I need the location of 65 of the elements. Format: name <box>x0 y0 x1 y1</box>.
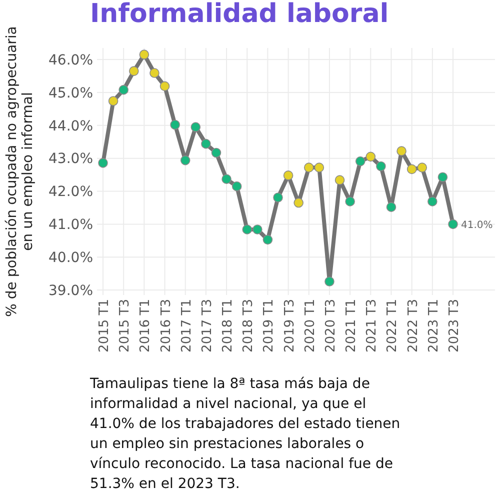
data-label: 41.0% <box>461 220 493 232</box>
point <box>222 174 232 184</box>
x-tick-label: 2021 T1 <box>344 299 360 352</box>
y-tick-label: 42.0% <box>48 184 93 200</box>
y-tick-label: 41.0% <box>48 217 93 234</box>
x-tick-label: 2018 T1 <box>220 299 236 352</box>
point <box>139 50 150 60</box>
x-tick-label: 2016 T1 <box>138 299 154 352</box>
y-axis-title: % de población ocupada no agropecuaria en un empleo informal <box>4 26 36 317</box>
x-tick-label: 2019 T3 <box>282 299 298 352</box>
point <box>201 138 211 149</box>
x-tick-label: 2016 T3 <box>158 299 174 352</box>
y-tick-label: 45.0% <box>48 85 93 102</box>
point <box>314 162 324 172</box>
y-tick-label: 46.0% <box>48 52 93 68</box>
point <box>160 81 170 92</box>
point <box>232 181 242 192</box>
x-tick-label: 2020 T3 <box>323 299 338 352</box>
x-tick-label: 2017 T1 <box>179 299 194 352</box>
point <box>376 161 386 172</box>
point <box>355 156 366 166</box>
point <box>242 224 252 234</box>
x-tick-label: 2015 T1 <box>97 299 112 352</box>
point <box>304 162 314 172</box>
point <box>128 66 139 76</box>
x-tick-label: 2022 T3 <box>406 299 421 352</box>
point <box>386 202 396 212</box>
y-tick-label: 39.0% <box>48 282 93 299</box>
point <box>108 96 118 106</box>
x-tick-label: 2021 T3 <box>364 299 380 352</box>
x-tick-label: 2019 T1 <box>262 299 277 352</box>
y-tick-label: 44.0% <box>48 118 93 134</box>
point <box>252 224 262 234</box>
x-tick-label: 2017 T3 <box>200 299 215 352</box>
point <box>428 196 438 206</box>
x-tick-label: 2022 T1 <box>385 299 400 352</box>
point <box>170 120 180 130</box>
point <box>366 152 376 162</box>
chart-title: Informalidad laboral <box>90 0 389 29</box>
point <box>150 68 160 78</box>
point <box>262 234 273 245</box>
y-tick-label: 40.0% <box>48 250 93 266</box>
point <box>324 276 334 286</box>
x-tick-label: 2023 T1 <box>426 299 442 352</box>
point <box>273 192 283 202</box>
point <box>334 175 345 185</box>
x-tick-label: 2015 T3 <box>118 299 133 352</box>
point <box>180 155 190 166</box>
point <box>396 146 406 156</box>
point <box>283 170 294 180</box>
point <box>345 196 355 206</box>
y-tick-label: 43.0% <box>48 151 93 168</box>
x-tick-label: 2018 T3 <box>241 299 256 352</box>
point <box>438 172 448 182</box>
x-tick-label: 2020 T1 <box>302 299 318 352</box>
text: Tamaulipas tiene la 8ª tasa más baja de informalidad a nivel nacional, ya que el 41.0% de los trabajadores del estado tienen un empleo sin prestaciones laborales o vínculo reconocido. La tasa nacional fue de 51.3% en el 2023 T3. <box>89 376 400 492</box>
point <box>211 148 222 158</box>
point <box>406 164 417 174</box>
point <box>417 162 428 172</box>
point <box>190 122 201 132</box>
x-tick-label: 2023 T3 <box>447 299 462 352</box>
point <box>448 219 458 230</box>
point <box>118 84 128 95</box>
point <box>294 198 304 208</box>
point <box>98 158 108 168</box>
